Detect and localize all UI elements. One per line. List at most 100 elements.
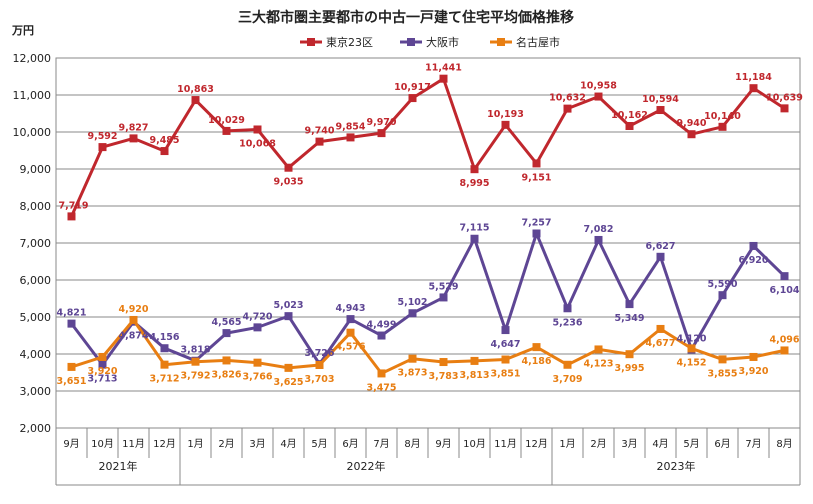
year-label: 2021年 <box>99 459 138 473</box>
data-point <box>377 369 386 378</box>
y-axis: 2,000 3,000 4,000 5,000 6,000 7,000 8,000 9,000… <box>13 52 52 435</box>
data-point <box>780 104 789 113</box>
data-label: 3,651 <box>56 376 86 387</box>
data-point <box>253 125 262 134</box>
data-label: 4,152 <box>676 357 706 368</box>
data-label: 10,068 <box>239 138 276 149</box>
data-label: 3,826 <box>211 369 241 380</box>
data-point <box>501 326 510 335</box>
y-tick-label: 6,000 <box>20 274 52 287</box>
data-point <box>625 122 634 131</box>
x-tick-label: 12月 <box>153 438 176 450</box>
data-label: 7,257 <box>521 217 551 228</box>
legend-entry: 大阪市 <box>426 35 459 49</box>
data-point <box>780 272 789 281</box>
data-point <box>780 346 789 355</box>
data-label: 9,970 <box>366 117 396 128</box>
x-tick-label: 7月 <box>745 438 761 450</box>
data-point <box>470 234 479 243</box>
x-tick-label: 7月 <box>373 438 389 450</box>
x-tick-label: 10月 <box>463 438 486 450</box>
series-line <box>71 318 785 375</box>
data-label: 3,703 <box>304 374 334 385</box>
data-label: 11,441 <box>425 63 462 74</box>
data-label: 5,590 <box>707 279 737 290</box>
data-point <box>718 355 727 364</box>
x-tick-label: 5月 <box>311 438 327 450</box>
data-label: 4,499 <box>366 320 396 331</box>
x-tick-label: 8月 <box>776 438 792 450</box>
data-point <box>222 329 231 338</box>
chart-title: 三大都市圏主要都市の中古一戸建て住宅平均価格推移 <box>238 9 574 26</box>
data-label: 4,096 <box>769 334 799 345</box>
data-point <box>625 350 634 359</box>
data-point <box>191 96 200 105</box>
x-tick-label: 9月 <box>63 438 79 450</box>
x-tick-label: 1月 <box>187 438 203 450</box>
data-point <box>408 94 417 103</box>
legend-entry: 名古屋市 <box>516 35 560 49</box>
data-label: 10,632 <box>549 93 586 104</box>
data-point <box>253 323 262 332</box>
data-point <box>594 345 603 354</box>
data-point <box>718 122 727 131</box>
data-point <box>315 137 324 146</box>
x-tick-label: 2月 <box>218 438 234 450</box>
y-tick-label: 10,000 <box>13 126 52 139</box>
legend-marker <box>307 38 315 46</box>
data-label: 4,874 <box>118 331 148 342</box>
data-point <box>749 352 758 361</box>
data-label: 4,720 <box>242 311 272 322</box>
data-point <box>284 312 293 321</box>
data-point <box>625 300 634 309</box>
series-group <box>67 74 789 378</box>
data-point <box>377 129 386 138</box>
data-label: 10,958 <box>580 81 617 92</box>
data-point <box>439 293 448 302</box>
data-label: 3,813 <box>459 370 489 381</box>
series-line <box>70 77 786 218</box>
data-label: 7,082 <box>583 224 613 235</box>
data-label: 9,740 <box>304 126 334 137</box>
data-label: 9,485 <box>149 135 179 146</box>
y-tick-label: 3,000 <box>20 385 52 398</box>
data-point <box>160 360 169 369</box>
x-tick-label: 12月 <box>525 438 548 450</box>
y-tick-label: 12,000 <box>13 52 52 65</box>
data-label: 3,995 <box>614 363 644 374</box>
data-point <box>98 352 107 361</box>
data-point <box>346 315 355 324</box>
data-point <box>687 130 696 139</box>
data-point <box>160 147 169 156</box>
data-label: 3,625 <box>273 377 303 388</box>
data-label: 4,565 <box>211 317 241 328</box>
data-point <box>439 358 448 367</box>
data-point <box>656 324 665 333</box>
data-point <box>656 106 665 115</box>
year-label: 2023年 <box>657 459 696 473</box>
data-label: 5,102 <box>397 297 427 308</box>
data-point <box>408 354 417 363</box>
data-point <box>594 235 603 244</box>
data-label: 3,792 <box>180 371 210 382</box>
data-label: 4,943 <box>335 303 365 314</box>
data-point <box>98 143 107 152</box>
data-label: 3,475 <box>366 382 396 393</box>
series-line <box>70 232 786 367</box>
data-label: 4,920 <box>118 304 148 315</box>
data-point <box>346 328 355 337</box>
data-label: 4,120 <box>676 334 706 345</box>
data-label: 4,156 <box>149 332 179 343</box>
x-tick-label: 4月 <box>280 438 296 450</box>
data-label: 4,821 <box>56 308 86 319</box>
x-tick-label: 3月 <box>249 438 265 450</box>
data-point <box>67 319 76 328</box>
data-label: 3,713 <box>87 374 117 385</box>
data-point <box>532 159 541 168</box>
data-point <box>129 134 138 143</box>
data-label: 5,236 <box>552 317 582 328</box>
y-tick-label: 4,000 <box>20 348 52 361</box>
data-label: 4,647 <box>490 339 520 350</box>
